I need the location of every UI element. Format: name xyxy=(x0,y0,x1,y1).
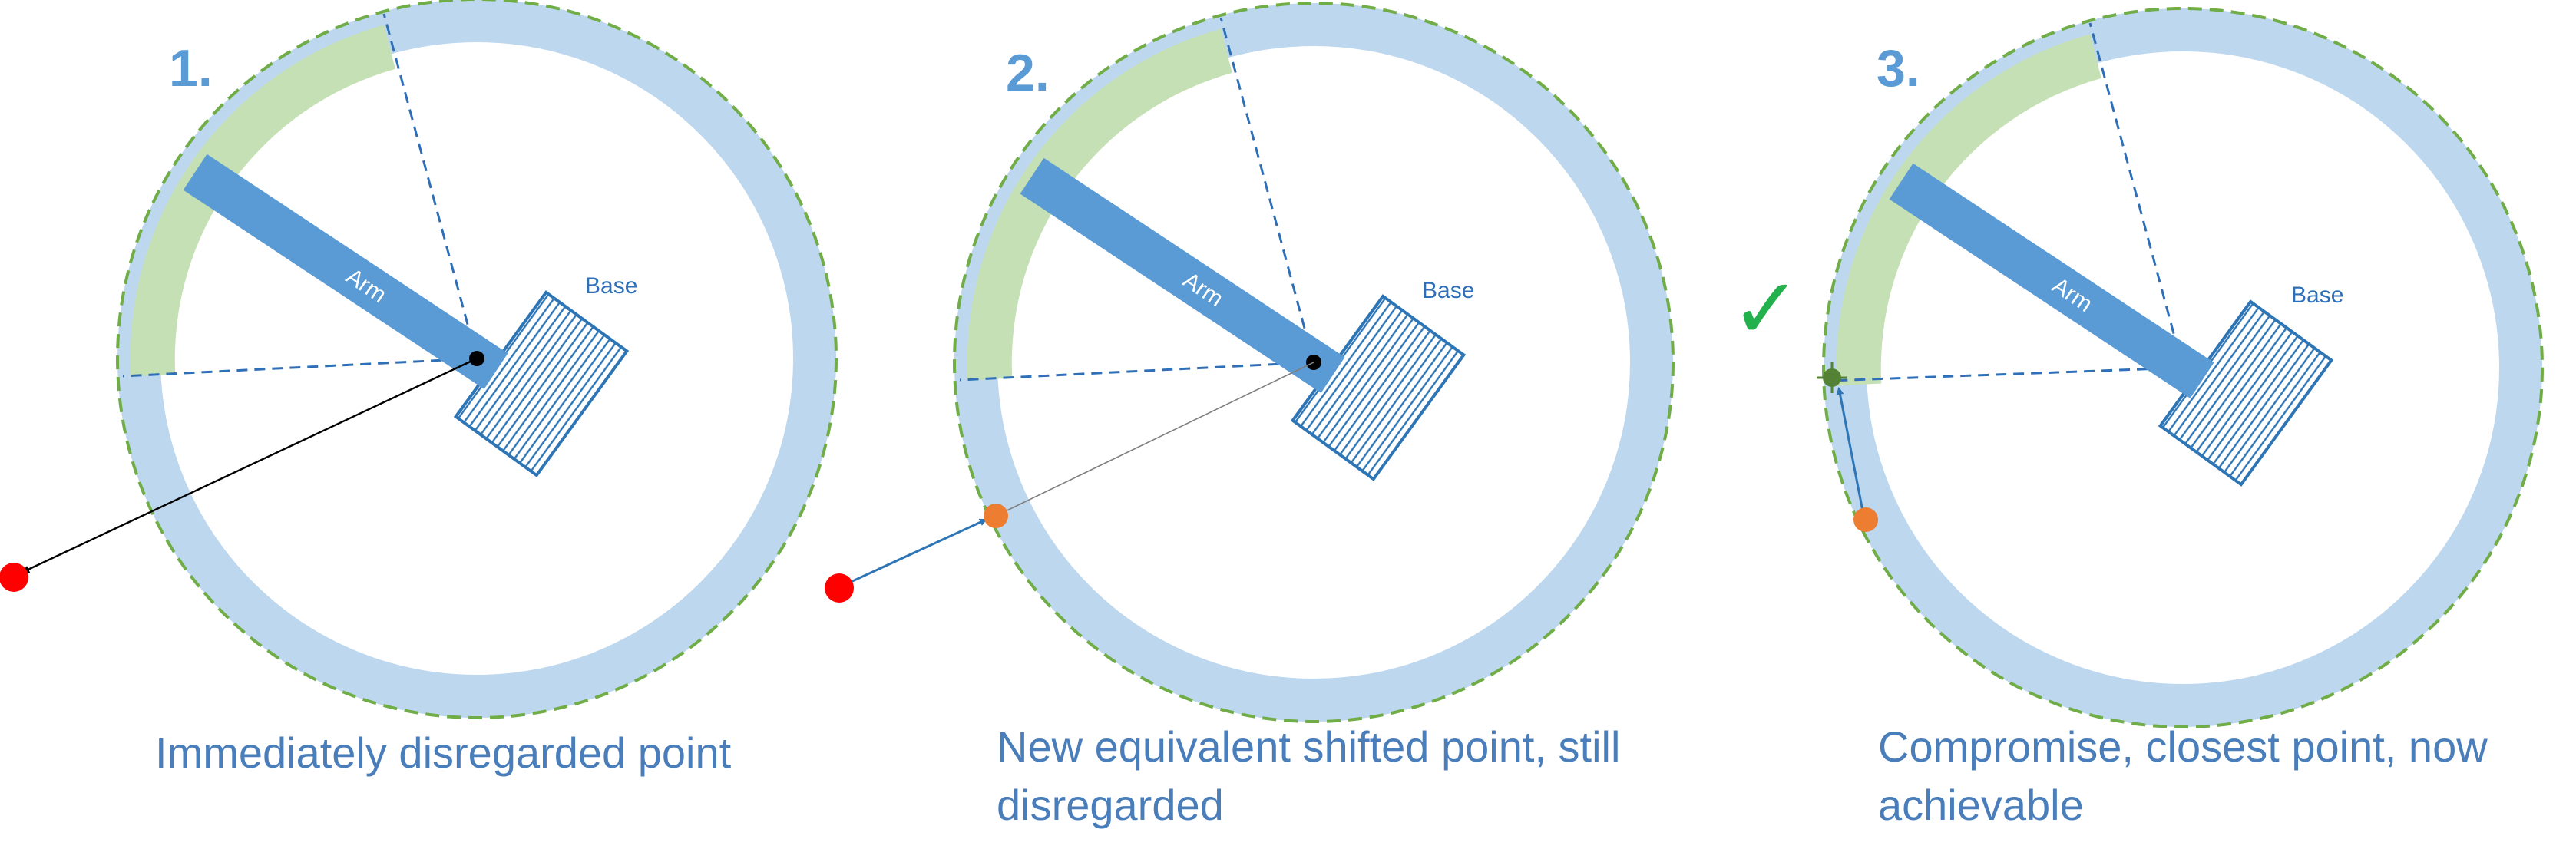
limit-line-upper xyxy=(2088,22,2184,368)
check-mark-icon: ✓ xyxy=(1731,259,1801,358)
compromise-arrow xyxy=(1836,387,1866,520)
shifted-point xyxy=(984,504,1008,528)
reachable-arc xyxy=(130,25,395,377)
caption-line-2: achievable xyxy=(1878,781,2084,829)
compromise-point xyxy=(1817,362,1847,393)
shift-arrow xyxy=(838,518,987,589)
panel-3: Base Arm ✓ 3. Compromise, closest point,… xyxy=(1731,7,2544,829)
caption-line-2: disregarded xyxy=(997,781,1224,829)
arm: Arm xyxy=(1020,157,1345,393)
shifted-point xyxy=(1853,507,1878,532)
outer-boundary-dashed xyxy=(1822,7,2544,728)
caption: New equivalent shifted point, still disr… xyxy=(997,722,1632,829)
base-label: Base xyxy=(585,273,637,299)
panel-number: 3. xyxy=(1877,39,1920,97)
limit-line-upper xyxy=(1219,17,1315,363)
outer-boundary-dashed xyxy=(116,0,838,719)
caption: Compromise, closest point, now achievabl… xyxy=(1878,722,2499,829)
arm: Arm xyxy=(183,154,508,389)
panel-2: Base Arm 2. New equivalent shifted point… xyxy=(825,2,1675,829)
arm: Arm xyxy=(1889,163,2214,398)
direction-arrow xyxy=(21,357,478,573)
target-point xyxy=(0,563,28,592)
limit-line-lower xyxy=(959,361,1314,382)
caption-line-1: Compromise, closest point, now xyxy=(1878,722,2488,771)
caption-line-1: New equivalent shifted point, still xyxy=(997,722,1620,771)
panel-number: 2. xyxy=(1006,44,1050,102)
panel-number: 1. xyxy=(169,39,213,97)
base-label: Base xyxy=(1422,278,1474,303)
reachable-arc xyxy=(1836,34,2101,386)
reachable-arc xyxy=(967,28,1232,381)
caption: Immediately disregarded point xyxy=(155,728,732,777)
projection-line xyxy=(995,362,1314,517)
outer-boundary-dashed xyxy=(953,2,1675,723)
base-label: Base xyxy=(2291,282,2343,308)
limit-line-lower xyxy=(1828,366,2184,382)
caption-line-1: Immediately disregarded point xyxy=(155,728,732,777)
target-point xyxy=(825,573,854,603)
limit-line-lower xyxy=(122,357,478,378)
panel-1: Base Arm 1. Immediately disregarded poin… xyxy=(0,0,838,777)
limit-line-upper xyxy=(382,13,478,359)
